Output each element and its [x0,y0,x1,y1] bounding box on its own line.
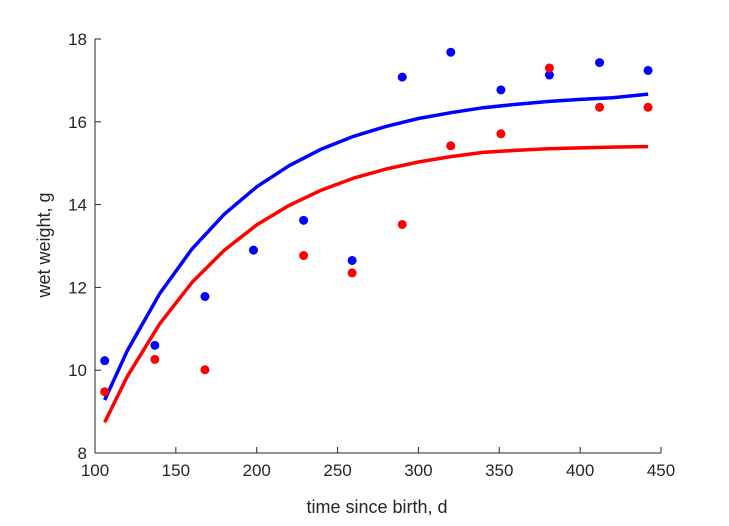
blue-data-point [595,58,605,68]
x-tick-label: 400 [566,461,594,480]
y-axis-label: wet weight, g [34,192,54,298]
axes-layer: 100 150 200 250 300 350 400 450 8 10 12 14 16 18 [68,30,675,480]
red-data-point [397,219,407,229]
red-data-point [595,102,605,112]
x-tick-label: 200 [243,461,271,480]
blue-data-point [100,356,110,366]
red-data-point [200,365,210,375]
red-data-point [446,141,456,151]
red-data-point [643,102,653,112]
y-tick-label: 14 [68,196,87,215]
blue-fit-curve [103,92,649,401]
blue-data-point [446,47,456,57]
blue-data-point [496,85,506,95]
red-data-point [100,387,110,397]
red-data-point [347,268,357,278]
y-tick-label: 8 [78,444,87,463]
red-data-point [496,129,506,139]
axis-labels-layer: time since birth, d wet weight, g [34,192,448,517]
red-data-point [150,354,160,364]
x-tick-label: 300 [404,461,432,480]
y-tick-label: 12 [68,278,87,297]
x-tick-label: 250 [323,461,351,480]
y-tick-label: 16 [68,113,87,132]
blue-data-point [544,70,554,80]
x-axis-label: time since birth, d [306,497,447,517]
red-fit-curve [103,144,649,424]
x-tick-label: 150 [162,461,190,480]
blue-data-point [299,215,309,225]
data-points-layer [100,47,653,397]
blue-data-point [150,340,160,350]
blue-data-point [347,255,357,265]
red-data-point [299,251,309,261]
blue-data-point [397,72,407,82]
x-tick-label: 450 [647,461,675,480]
blue-data-point [643,65,653,75]
fit-curves-layer [103,92,649,424]
blue-data-point [248,245,258,255]
y-tick-label: 10 [68,361,87,380]
red-data-point [544,63,554,73]
x-tick-label: 350 [485,461,513,480]
x-tick-label: 100 [81,461,109,480]
blue-data-point [200,292,210,302]
y-tick-label: 18 [68,30,87,49]
